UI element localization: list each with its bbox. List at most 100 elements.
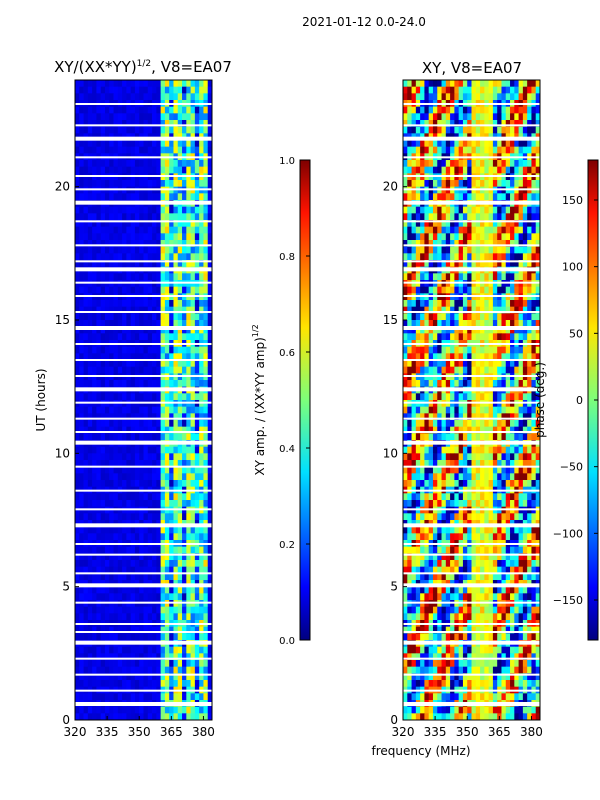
phase-heatmap-cell <box>411 353 417 361</box>
phase-heatmap-cell <box>527 286 532 294</box>
phase-heatmap-cell <box>432 306 438 314</box>
phase-heatmap-cell <box>488 393 494 401</box>
amplitude-heatmap-cell <box>182 253 187 261</box>
amplitude-heatmap-cell <box>160 646 166 654</box>
amplitude-heatmap-cell <box>186 180 191 188</box>
phase-heatmap-cell <box>475 80 481 88</box>
phase-heatmap-cell <box>535 253 541 261</box>
phase-heatmap-cell <box>531 120 537 128</box>
phase-heatmap-cell <box>531 346 537 354</box>
phase-heatmap-cell <box>488 93 494 101</box>
amplitude-heatmap-cell <box>147 613 153 621</box>
phase-heatmap-cell <box>415 433 421 441</box>
phase-heatmap-cell <box>424 313 430 321</box>
amplitude-heatmap-cell <box>75 120 80 128</box>
amplitude-heatmap-cell <box>152 606 157 614</box>
amplitude-heatmap-cell <box>194 406 200 414</box>
amplitude-heatmap-cell <box>122 680 127 688</box>
phase-heatmap-cell <box>424 160 430 168</box>
phase-heatmap-cell <box>518 366 524 374</box>
amplitude-heatmap-cell <box>169 473 174 481</box>
phase-heatmap-cell <box>441 120 447 128</box>
phase-heatmap-cell <box>411 300 417 308</box>
amplitude-heatmap-cell <box>83 106 89 114</box>
amplitude-heatmap-cell <box>96 473 102 481</box>
amplitude-heatmap-cell <box>104 493 110 501</box>
amplitude-heatmap-cell <box>92 366 97 374</box>
amplitude-heatmap-cell <box>79 553 84 561</box>
amplitude-heatmap-cell <box>87 320 93 328</box>
amplitude-y-tick-label: 20 <box>55 180 70 194</box>
amplitude-heatmap-cell <box>164 406 170 414</box>
amplitude-heatmap-cell <box>147 626 153 634</box>
amplitude-heatmap-cell <box>130 473 136 481</box>
phase-heatmap-cell <box>432 286 438 294</box>
amplitude-heatmap-cell <box>134 240 140 248</box>
amplitude-heatmap-cell <box>100 626 106 634</box>
phase-heatmap-cell <box>522 240 528 248</box>
amplitude-heatmap-cell <box>199 666 204 674</box>
amplitude-heatmap-cell <box>156 473 162 481</box>
amplitude-heatmap-cell <box>143 653 149 661</box>
amplitude-data-gap <box>75 431 212 433</box>
amplitude-heatmap-cell <box>177 586 183 594</box>
amplitude-heatmap-cell <box>177 126 183 134</box>
phase-heatmap-cell <box>471 226 477 234</box>
amplitude-heatmap-cell <box>79 480 84 488</box>
amplitude-heatmap-cell <box>190 226 196 234</box>
amplitude-heatmap-cell <box>83 466 89 474</box>
phase-heatmap-cell <box>407 193 412 201</box>
phase-heatmap-cell <box>467 273 472 281</box>
amplitude-heatmap-cell <box>207 253 213 261</box>
amplitude-heatmap-cell <box>117 586 123 594</box>
phase-heatmap-cell <box>415 233 421 241</box>
phase-heatmap-cell <box>420 420 425 428</box>
amplitude-heatmap-cell <box>134 500 140 508</box>
phase-heatmap-cell <box>475 393 481 401</box>
amplitude-heatmap-cell <box>186 360 191 368</box>
amplitude-heatmap-cell <box>109 146 114 154</box>
amplitude-heatmap-cell <box>113 493 119 501</box>
amplitude-heatmap-cell <box>126 86 132 94</box>
phase-heatmap-cell <box>454 313 460 321</box>
amplitude-heatmap-cell <box>143 533 149 541</box>
amplitude-heatmap-cell <box>139 326 144 334</box>
phase-heatmap-cell <box>514 260 519 268</box>
amplitude-heatmap-cell <box>169 193 174 201</box>
phase-heatmap-cell <box>432 180 438 188</box>
amplitude-heatmap-cell <box>207 366 213 374</box>
amplitude-heatmap-cell <box>143 646 149 654</box>
amplitude-heatmap-cell <box>173 80 179 88</box>
phase-heatmap-cell <box>467 80 472 88</box>
amplitude-heatmap-cell <box>126 446 132 454</box>
amplitude-heatmap-cell <box>164 393 170 401</box>
phase-heatmap-cell <box>445 360 451 368</box>
phase-heatmap-cell <box>531 113 537 121</box>
amplitude-heatmap-cell <box>87 220 93 228</box>
amplitude-heatmap-cell <box>122 300 127 308</box>
amplitude-heatmap-cell <box>122 553 127 561</box>
amplitude-heatmap-cell <box>199 213 204 221</box>
amplitude-heatmap-cell <box>173 220 179 228</box>
amplitude-heatmap-cell <box>203 633 209 641</box>
amplitude-heatmap-cell <box>194 160 200 168</box>
amplitude-heatmap-cell <box>160 713 166 721</box>
amplitude-heatmap-cell <box>143 473 149 481</box>
amplitude-heatmap-cell <box>130 86 136 94</box>
phase-heatmap-cell <box>454 246 460 254</box>
amplitude-heatmap-cell <box>83 460 89 468</box>
amplitude-heatmap-cell <box>139 213 144 221</box>
phase-heatmap-cell <box>407 160 412 168</box>
amplitude-heatmap-cell <box>96 240 102 248</box>
amplitude-heatmap-cell <box>182 566 187 574</box>
phase-heatmap-cell <box>497 360 502 368</box>
amplitude-heatmap-cell <box>75 493 80 501</box>
amplitude-heatmap-cell <box>96 113 102 121</box>
amplitude-heatmap-cell <box>104 433 110 441</box>
phase-heatmap-cell <box>437 226 442 234</box>
phase-heatmap-cell <box>420 113 425 121</box>
amplitude-heatmap-cell <box>92 80 97 88</box>
phase-heatmap-cell <box>535 333 541 341</box>
amplitude-heatmap-cell <box>109 653 114 661</box>
phase-heatmap-cell <box>514 233 519 241</box>
